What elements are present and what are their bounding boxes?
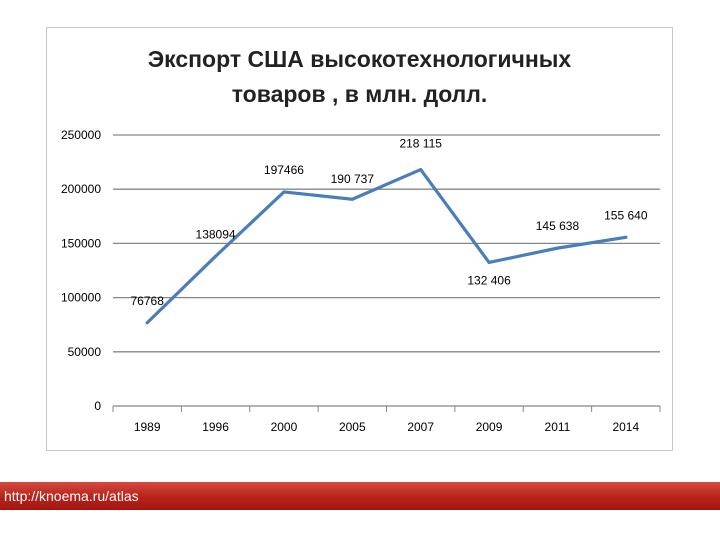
data-label: 138094 — [196, 227, 236, 241]
data-label: 190 737 — [331, 172, 375, 186]
x-tick-label: 2014 — [612, 420, 639, 434]
y-tick-label: 0 — [94, 399, 101, 413]
data-point — [350, 197, 354, 201]
data-label: 132 406 — [467, 273, 511, 287]
data-point — [419, 168, 423, 172]
data-point — [555, 246, 559, 250]
x-tick-label: 2000 — [271, 420, 298, 434]
footer-bar: http://knoema.ru/atlas — [0, 482, 720, 510]
data-point — [487, 260, 491, 264]
data-label: 218 115 — [399, 137, 442, 151]
chart-title-line-2: товаров , в млн. долл. — [231, 81, 488, 107]
y-tick-label: 50000 — [68, 345, 102, 359]
x-tick-label: 1989 — [134, 420, 161, 434]
x-tick-label: 2005 — [339, 420, 366, 434]
data-label: 155 640 — [604, 208, 648, 222]
data-label: 197466 — [264, 163, 304, 177]
x-tick-label: 2011 — [545, 420, 571, 434]
y-tick-label: 150000 — [61, 236, 101, 250]
chart-title-line-1: Экспорт США высокотехнологичных — [147, 46, 572, 72]
y-tick-label: 100000 — [61, 291, 101, 305]
y-tick-label: 200000 — [61, 182, 101, 196]
series-line — [145, 167, 628, 325]
x-tick-label: 1996 — [202, 420, 229, 434]
data-point — [282, 190, 286, 194]
y-tick-label: 250000 — [61, 128, 101, 142]
x-tick-label: 2007 — [407, 420, 434, 434]
data-label: 76768 — [131, 294, 165, 308]
data-label: 145 638 — [536, 219, 580, 233]
chart-frame — [46, 27, 673, 451]
chart-title: Экспорт США высокотехнологичных товаров … — [46, 42, 673, 112]
data-point — [624, 235, 628, 239]
x-tick-label: 2009 — [476, 420, 503, 434]
data-point — [214, 254, 218, 258]
source-url: http://knoema.ru/atlas — [4, 488, 139, 504]
data-point — [145, 321, 149, 325]
